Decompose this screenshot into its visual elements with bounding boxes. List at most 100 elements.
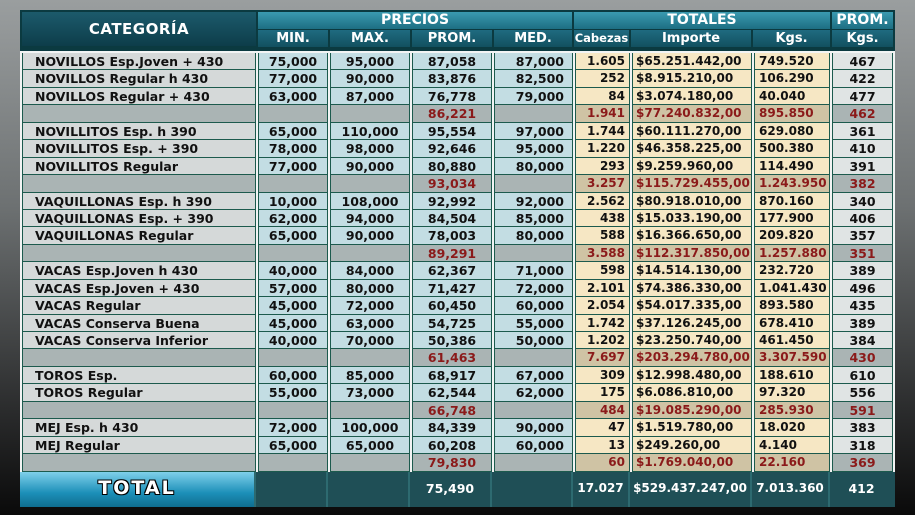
cell-min-price [258, 349, 328, 367]
cell-importe: $203.294.780,00 [632, 349, 752, 367]
table-row: NOVILLOS Esp.Joven + 430 75,000 95,000 87,0… [20, 53, 895, 71]
cell-category [22, 454, 256, 472]
cell-cabezas: 1.744 [575, 122, 630, 141]
cell-kgs: 188.610 [754, 366, 830, 385]
cell-med-price [494, 349, 573, 367]
table-row: TOROS Esp. 60,000 85,000 68,917 67,000 309 $12… [20, 366, 895, 385]
cell-max-price [330, 401, 410, 420]
cell-max-price: 100,000 [330, 419, 410, 437]
cell-kgs: 22.160 [754, 454, 830, 472]
cell-prom-price: 61,463 [412, 349, 492, 367]
cell-category: VACAS Esp.Joven + 430 [22, 279, 256, 298]
subtotal-row: 89,291 3.588 $112.317.850,00 1.257.880 351 [20, 244, 895, 263]
cell-prom-price: 83,876 [412, 70, 492, 88]
cell-max-price: 87,000 [330, 87, 410, 106]
cell-prom-price: 79,830 [412, 454, 492, 472]
cell-prom-price: 76,778 [412, 87, 492, 106]
cell-med-price: 60,000 [494, 297, 573, 315]
cell-max-price: 63,000 [330, 314, 410, 332]
total-label: TOTAL [20, 472, 256, 507]
cell-kgs: 177.900 [754, 209, 830, 228]
header-prom: PROM. [832, 12, 893, 29]
cell-importe: $8.915.210,00 [632, 70, 752, 88]
cell-category: NOVILLOS Esp.Joven + 430 [22, 53, 256, 71]
cell-importe: $77.240.832,00 [632, 105, 752, 123]
cell-kgs: 893.580 [754, 297, 830, 315]
cell-med-price: 87,000 [494, 53, 573, 71]
cell-prom-price: 50,386 [412, 332, 492, 350]
cell-kgs: 749.520 [754, 53, 830, 71]
total-kgs: 7.013.360 [752, 472, 830, 507]
cell-med-price: 71,000 [494, 262, 573, 280]
cell-prom-kgs: 610 [832, 366, 893, 385]
cell-prom-price: 86,221 [412, 105, 492, 123]
header-totales: TOTALES [574, 12, 830, 29]
cell-min-price [258, 401, 328, 420]
table-body: NOVILLOS Esp.Joven + 430 75,000 95,000 87,0… [20, 51, 895, 472]
cell-importe: $37.126.245,00 [632, 314, 752, 332]
cell-kgs: 97.320 [754, 384, 830, 402]
cell-cabezas: 1.605 [575, 53, 630, 71]
cell-cabezas: 2.562 [575, 192, 630, 210]
cell-kgs: 3.307.590 [754, 349, 830, 367]
cell-prom-kgs: 556 [832, 384, 893, 402]
cell-importe: $60.111.270,00 [632, 122, 752, 141]
cell-prom-price: 84,504 [412, 209, 492, 228]
cell-category [22, 244, 256, 263]
cell-category: MEJ Esp. h 430 [22, 419, 256, 437]
cell-category: VAQUILLONAS Esp. + 390 [22, 209, 256, 228]
cell-kgs: 18.020 [754, 419, 830, 437]
cell-importe: $80.918.010,00 [632, 192, 752, 210]
cell-cabezas: 60 [575, 454, 630, 472]
cell-prom-kgs: 382 [832, 175, 893, 193]
table-row: NOVILLITOS Esp. h 390 65,000 110,000 95,554… [20, 122, 895, 141]
cell-category: VACAS Esp.Joven h 430 [22, 262, 256, 280]
cell-prom-kgs: 389 [832, 262, 893, 280]
table-row: VACAS Esp.Joven h 430 40,000 84,000 62,367 7… [20, 262, 895, 280]
cell-med-price: 79,000 [494, 87, 573, 106]
header-cabezas: Cabezas [574, 30, 629, 47]
cell-cabezas: 293 [575, 157, 630, 176]
table-row: MEJ Regular 65,000 65,000 60,208 60,000 13 $24… [20, 436, 895, 455]
cell-max-price [330, 244, 410, 263]
table-row: VAQUILLONAS Esp. h 390 10,000 108,000 92,99… [20, 192, 895, 210]
header-med: MED. [494, 30, 572, 47]
cell-prom-kgs: 357 [832, 227, 893, 245]
total-row: TOTAL 75,490 17.027 $529.437.247,00 7.01… [20, 472, 895, 507]
cell-min-price: 57,000 [258, 279, 328, 298]
cell-kgs: 895.850 [754, 105, 830, 123]
table-row: VACAS Conserva Inferior 40,000 70,000 50,38… [20, 332, 895, 350]
cell-prom-price: 78,003 [412, 227, 492, 245]
cell-prom-kgs: 369 [832, 454, 893, 472]
subtotal-row: 61,463 7.697 $203.294.780,00 3.307.590 430 [20, 349, 895, 367]
cell-max-price: 94,000 [330, 209, 410, 228]
cell-min-price: 78,000 [258, 140, 328, 158]
cell-kgs: 629.080 [754, 122, 830, 141]
cell-prom-price: 60,450 [412, 297, 492, 315]
cell-min-price: 40,000 [258, 262, 328, 280]
subtotal-row: 93,034 3.257 $115.729.455,00 1.243.950 382 [20, 175, 895, 193]
total-importe: $529.437.247,00 [630, 472, 752, 507]
cell-min-price: 45,000 [258, 314, 328, 332]
cell-category: TOROS Regular [22, 384, 256, 402]
table-row: NOVILLITOS Regular 77,000 90,000 80,880 80,0… [20, 157, 895, 176]
cell-prom-kgs: 462 [832, 105, 893, 123]
header-precios: PRECIOS [258, 12, 572, 29]
cell-cabezas: 84 [575, 87, 630, 106]
cell-min-price [258, 105, 328, 123]
cell-max-price: 84,000 [330, 262, 410, 280]
cell-importe: $23.250.740,00 [632, 332, 752, 350]
cell-cabezas: 252 [575, 70, 630, 88]
cell-med-price: 97,000 [494, 122, 573, 141]
cell-cabezas: 7.697 [575, 349, 630, 367]
total-med [492, 472, 573, 507]
cell-min-price: 55,000 [258, 384, 328, 402]
cell-kgs: 4.140 [754, 436, 830, 455]
cell-importe: $6.086.810,00 [632, 384, 752, 402]
total-min [256, 472, 328, 507]
cell-cabezas: 484 [575, 401, 630, 420]
cell-min-price: 65,000 [258, 227, 328, 245]
cell-importe: $65.251.442,00 [632, 53, 752, 71]
cell-kgs: 1.257.880 [754, 244, 830, 263]
cell-category: NOVILLITOS Regular [22, 157, 256, 176]
